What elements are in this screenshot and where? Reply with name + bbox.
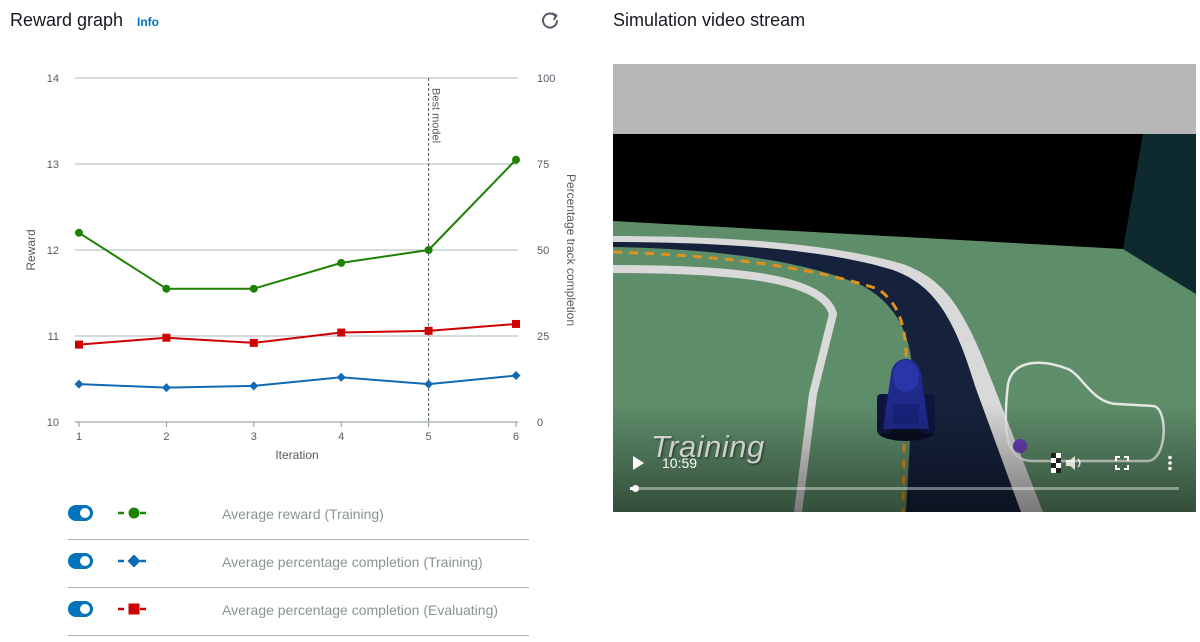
legend-toggle[interactable] (68, 553, 93, 569)
toggle-knob (80, 604, 90, 614)
data-point (424, 246, 433, 254)
data-point (162, 284, 171, 293)
legend-diamond-icon (118, 554, 150, 568)
info-link[interactable]: Info (137, 15, 159, 29)
data-point (424, 379, 434, 389)
y-tick-label: 10 (47, 417, 59, 429)
y-axis-title: Reward (24, 229, 38, 270)
data-point (424, 326, 433, 335)
data-point (249, 338, 258, 347)
data-point (337, 258, 346, 267)
legend-toggle[interactable] (68, 601, 93, 617)
play-button[interactable] (631, 455, 645, 476)
data-point (75, 340, 83, 349)
refresh-icon (542, 12, 558, 29)
toggle-knob (80, 508, 90, 518)
x-axis-title: Iteration (275, 448, 318, 462)
y2-axis-title: Percentage track completion (564, 174, 578, 326)
series-line (78, 322, 517, 346)
data-point (512, 319, 520, 328)
best-model-label: Best model (430, 88, 442, 143)
legend-row: Average reward (Training) (68, 491, 529, 540)
legend-row: Average percentage completion (Evaluatin… (68, 587, 529, 636)
data-point (74, 379, 84, 389)
y-tick-label: 14 (47, 73, 59, 85)
simulation-title: Simulation video stream (613, 10, 806, 30)
volume-button[interactable] (1065, 455, 1083, 476)
x-tick-label: 1 (76, 431, 82, 443)
legend-label: Average reward (Training) (222, 506, 384, 522)
simulation-video[interactable]: Training 10:59 (613, 64, 1196, 512)
data-point (512, 155, 520, 164)
legend-label: Average percentage completion (Evaluatin… (222, 602, 499, 618)
data-point (249, 284, 258, 293)
y2-tick-label: 0 (537, 417, 543, 429)
fullscreen-button[interactable] (1115, 456, 1129, 475)
y2-tick-label: 100 (537, 73, 555, 85)
data-point (337, 328, 346, 337)
x-tick-label: 2 (163, 431, 169, 443)
x-tick-label: 4 (338, 431, 344, 443)
data-point (161, 383, 171, 393)
flag-icon (1051, 453, 1061, 478)
more-options-button[interactable] (1167, 455, 1173, 476)
data-point (249, 381, 259, 391)
x-tick-label: 3 (251, 431, 257, 443)
x-tick-label: 6 (513, 431, 519, 443)
series-line (78, 374, 517, 389)
toggle-knob (80, 556, 90, 566)
y2-tick-label: 50 (537, 245, 549, 257)
legend-circle-icon (118, 507, 150, 519)
refresh-button[interactable] (539, 10, 561, 32)
data-point (162, 333, 171, 342)
y2-tick-label: 75 (537, 159, 549, 171)
legend-row: Average percentage completion (Training) (68, 539, 529, 588)
legend-label: Average percentage completion (Training) (222, 554, 483, 570)
series-line (78, 159, 517, 290)
legend-square-icon (118, 603, 150, 615)
data-point (511, 371, 521, 381)
simulation-scene (613, 64, 1196, 512)
data-point (336, 372, 346, 382)
y-tick-label: 13 (47, 159, 59, 171)
play-icon (633, 456, 644, 470)
reward-graph-title: Reward graph (10, 10, 124, 30)
y-tick-label: 11 (48, 331, 59, 343)
x-tick-label: 5 (426, 431, 432, 443)
more-vertical-icon (1168, 455, 1172, 471)
legend-toggle[interactable] (68, 505, 93, 521)
data-point (75, 228, 83, 237)
volume-icon (1066, 456, 1081, 470)
y-tick-label: 12 (47, 245, 59, 257)
y2-tick-label: 25 (537, 331, 549, 343)
fullscreen-icon (1115, 456, 1129, 470)
